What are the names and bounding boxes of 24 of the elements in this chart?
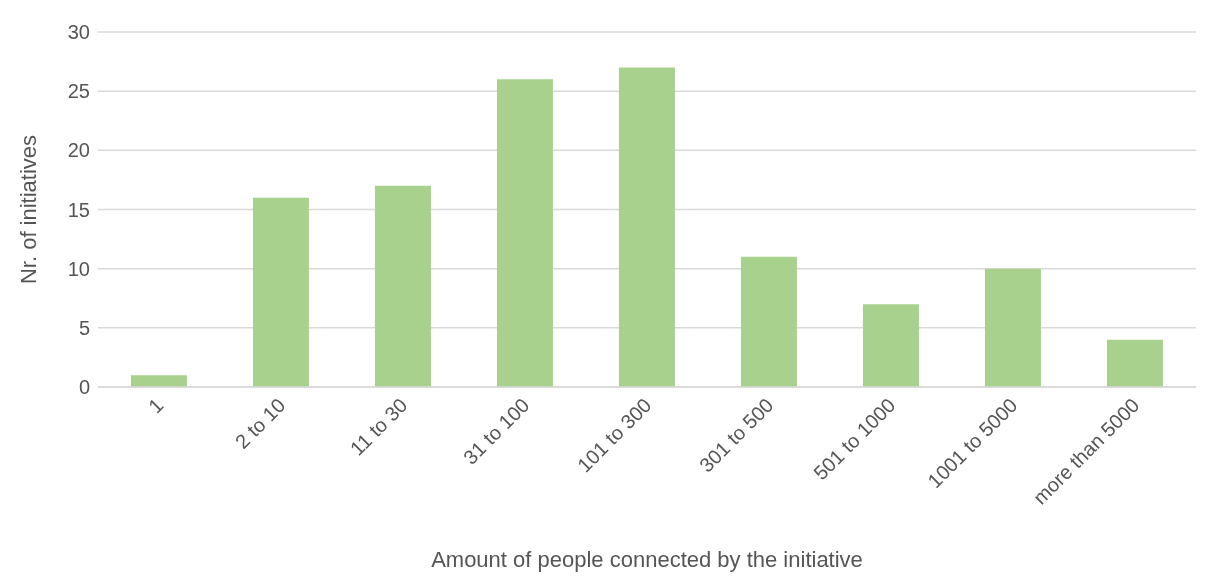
y-tick-label: 30 (67, 21, 90, 44)
x-axis-title: Amount of people connected by the initiative (431, 547, 863, 572)
x-tick-label: 1 (144, 393, 168, 418)
y-tick-label: 15 (67, 198, 90, 221)
bar (1106, 339, 1163, 387)
bar (862, 304, 919, 387)
y-axis-title: Nr. of initiatives (15, 134, 41, 285)
y-tick-label: 10 (67, 257, 90, 280)
bar (618, 67, 675, 387)
bar (984, 268, 1041, 387)
x-tick-label: 31 to 100 (458, 393, 534, 469)
bar (740, 256, 797, 387)
bar (252, 197, 309, 387)
bar (374, 185, 431, 387)
x-tick-label: 11 to 30 (345, 393, 412, 460)
y-tick-label: 20 (67, 139, 90, 162)
bar (496, 79, 553, 387)
x-tick-label: 101 to 300 (573, 393, 656, 477)
y-tick-label: 0 (78, 376, 90, 399)
y-tick-label: 5 (78, 316, 90, 339)
y-tick-label: 25 (67, 80, 90, 103)
bar (130, 375, 187, 387)
x-tick-label: 2 to 10 (230, 393, 290, 453)
x-tick-label: 301 to 500 (695, 393, 778, 477)
